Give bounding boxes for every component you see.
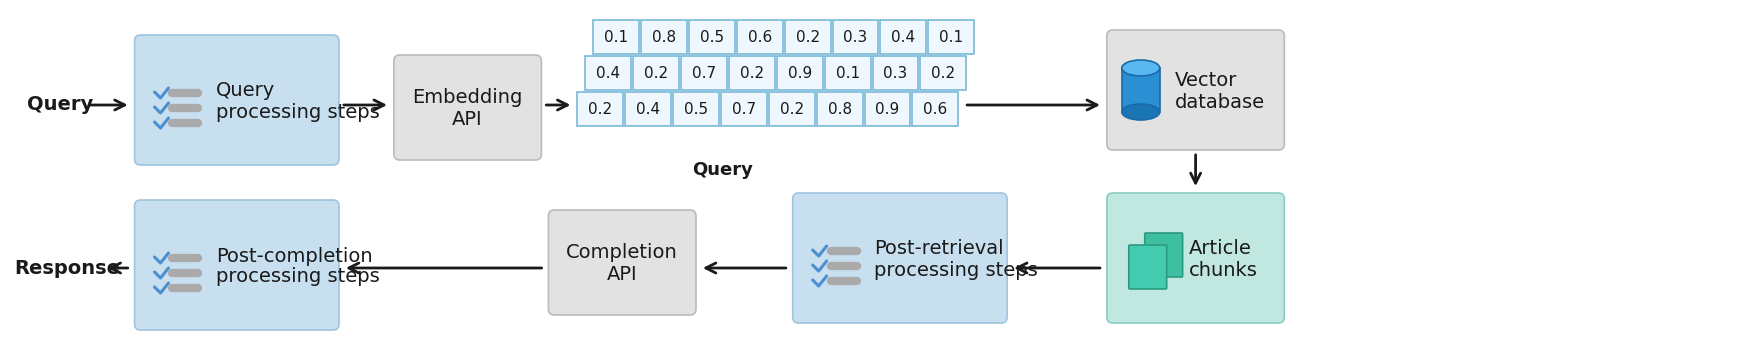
Bar bbox=[625, 92, 671, 126]
Text: 0.3: 0.3 bbox=[844, 29, 868, 45]
Text: 0.2: 0.2 bbox=[645, 66, 667, 80]
Text: 0.1: 0.1 bbox=[939, 29, 963, 45]
FancyBboxPatch shape bbox=[394, 55, 541, 160]
Bar bbox=[785, 20, 831, 54]
Text: 0.7: 0.7 bbox=[692, 66, 717, 80]
Bar bbox=[770, 92, 815, 126]
Text: 0.2: 0.2 bbox=[932, 66, 956, 80]
Text: processing steps: processing steps bbox=[875, 260, 1039, 279]
Bar bbox=[593, 20, 639, 54]
Text: Vector: Vector bbox=[1175, 71, 1236, 90]
Text: Embedding: Embedding bbox=[412, 88, 523, 107]
Bar bbox=[682, 56, 727, 90]
Text: 0.1: 0.1 bbox=[835, 66, 859, 80]
Bar bbox=[833, 20, 879, 54]
Text: processing steps: processing steps bbox=[217, 267, 380, 286]
Bar bbox=[729, 56, 775, 90]
Bar bbox=[689, 20, 734, 54]
Text: API: API bbox=[608, 265, 637, 284]
Text: Query: Query bbox=[692, 161, 754, 179]
Text: 0.4: 0.4 bbox=[597, 66, 620, 80]
FancyBboxPatch shape bbox=[792, 193, 1007, 323]
Bar bbox=[912, 92, 958, 126]
FancyBboxPatch shape bbox=[548, 210, 696, 315]
Text: 0.5: 0.5 bbox=[699, 29, 724, 45]
Text: 0.8: 0.8 bbox=[652, 29, 676, 45]
Bar bbox=[641, 20, 687, 54]
Text: 0.9: 0.9 bbox=[875, 101, 900, 117]
Text: database: database bbox=[1175, 93, 1264, 112]
Text: 0.9: 0.9 bbox=[787, 66, 812, 80]
Text: 0.7: 0.7 bbox=[733, 101, 755, 117]
FancyBboxPatch shape bbox=[1145, 233, 1183, 277]
Bar bbox=[865, 92, 910, 126]
Bar bbox=[921, 56, 967, 90]
Ellipse shape bbox=[1122, 104, 1160, 120]
FancyBboxPatch shape bbox=[1108, 193, 1284, 323]
Bar bbox=[673, 92, 718, 126]
Text: 0.6: 0.6 bbox=[923, 101, 947, 117]
Text: 0.2: 0.2 bbox=[740, 66, 764, 80]
Text: 0.6: 0.6 bbox=[748, 29, 771, 45]
Text: chunks: chunks bbox=[1189, 260, 1257, 279]
Text: 0.1: 0.1 bbox=[604, 29, 629, 45]
Text: 0.8: 0.8 bbox=[828, 101, 852, 117]
Ellipse shape bbox=[1122, 60, 1160, 76]
Text: Completion: Completion bbox=[567, 243, 678, 262]
Text: 0.5: 0.5 bbox=[683, 101, 708, 117]
Bar bbox=[817, 92, 863, 126]
FancyBboxPatch shape bbox=[134, 35, 340, 165]
Text: 0.2: 0.2 bbox=[796, 29, 821, 45]
Bar bbox=[720, 92, 766, 126]
Text: 0.4: 0.4 bbox=[636, 101, 660, 117]
Text: 0.2: 0.2 bbox=[588, 101, 613, 117]
Bar bbox=[777, 56, 822, 90]
Text: Article: Article bbox=[1189, 238, 1252, 258]
Bar bbox=[585, 56, 630, 90]
Bar bbox=[578, 92, 623, 126]
Text: 0.4: 0.4 bbox=[891, 29, 916, 45]
Text: Query: Query bbox=[26, 95, 93, 114]
Bar bbox=[872, 56, 919, 90]
Text: 0.3: 0.3 bbox=[884, 66, 907, 80]
Text: 0.2: 0.2 bbox=[780, 101, 803, 117]
Bar bbox=[736, 20, 782, 54]
Text: Query: Query bbox=[217, 81, 276, 100]
FancyBboxPatch shape bbox=[1129, 245, 1168, 289]
FancyBboxPatch shape bbox=[1108, 30, 1284, 150]
Text: Post-completion: Post-completion bbox=[217, 246, 373, 265]
Bar bbox=[880, 20, 926, 54]
Bar bbox=[634, 56, 680, 90]
Text: processing steps: processing steps bbox=[217, 102, 380, 121]
Text: API: API bbox=[453, 110, 483, 129]
Text: Post-retrieval: Post-retrieval bbox=[875, 239, 1004, 258]
Bar bbox=[824, 56, 870, 90]
Bar bbox=[928, 20, 974, 54]
FancyBboxPatch shape bbox=[134, 200, 340, 330]
Text: Response: Response bbox=[14, 258, 120, 278]
Bar bbox=[1122, 68, 1160, 112]
